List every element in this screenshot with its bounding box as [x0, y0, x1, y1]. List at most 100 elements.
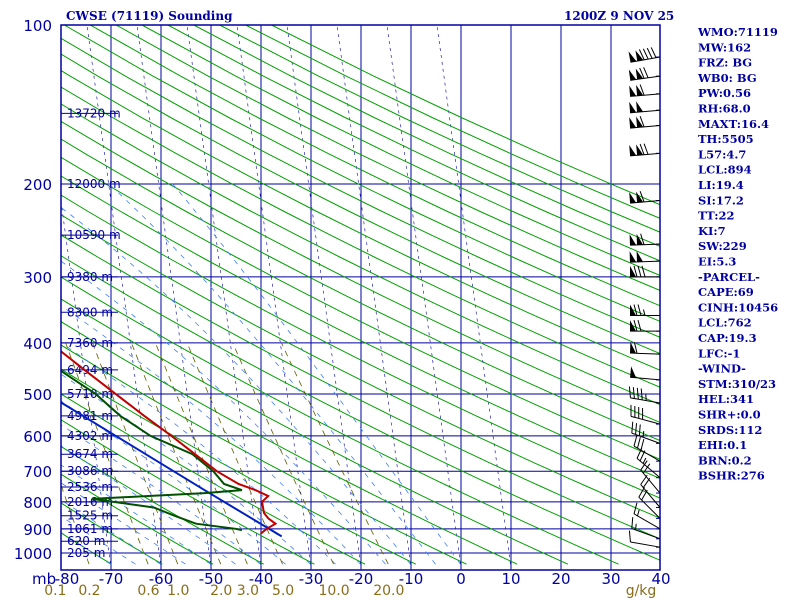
chart-title: CWSE (71119) Sounding [66, 9, 233, 23]
height-label: 5710 m [67, 387, 113, 401]
dry-adiabat-line [115, 25, 660, 292]
isotherm-line [386, 25, 461, 565]
wind-barb [629, 233, 661, 246]
temperature-tick-label: 40 [651, 570, 670, 588]
height-label: 1061 m [67, 522, 113, 536]
isotherm-line [61, 199, 111, 565]
index-line: LCL:894 [698, 163, 752, 177]
moist-adiabat-line [61, 445, 236, 565]
index-line: LCL:762 [698, 316, 752, 330]
dry-adiabat-line [61, 156, 660, 460]
wind-barb [629, 84, 661, 97]
index-line: -PARCEL- [698, 270, 760, 284]
index-line: STM:310/23 [698, 377, 776, 391]
height-label: 4302 m [67, 429, 113, 443]
index-line: KI:7 [698, 224, 726, 238]
wind-barb-column [628, 25, 661, 570]
wind-barb [630, 319, 660, 332]
pressure-label: 500 [23, 386, 52, 404]
index-line: EHI:0.1 [698, 438, 747, 452]
height-label: 10590 m [67, 228, 121, 242]
wind-barb [630, 342, 661, 355]
dry-adiabat-line [61, 214, 660, 519]
height-label: 1525 m [67, 509, 113, 523]
pressure-unit-label: mb [32, 570, 56, 588]
index-line: LFC:-1 [698, 346, 740, 360]
pressure-label: 700 [23, 463, 52, 481]
mixing-ratio-label: 10.0 [318, 583, 349, 599]
height-label: 205 m [67, 546, 105, 560]
mixing-ratio-label: 0.6 [137, 583, 159, 599]
wind-barb [629, 143, 661, 157]
wind-barb [629, 116, 661, 129]
wind-barb [640, 460, 661, 494]
temperature-tick-label: -60 [149, 570, 174, 588]
pressure-label: 800 [23, 494, 52, 512]
dry-adiabat-line [61, 69, 660, 371]
mixing-ratio-line [92, 342, 179, 565]
moist-adiabat-line [172, 183, 461, 565]
pressure-label: 600 [23, 428, 52, 446]
dry-adiabat-line [61, 393, 366, 565]
temperature-profile-line [61, 350, 278, 535]
dry-adiabat-line [64, 25, 660, 322]
moist-adiabat-line [61, 206, 411, 565]
index-line: MW:162 [698, 40, 751, 54]
mixing-ratio-label: 0.1 [44, 583, 66, 599]
wind-barb [628, 67, 661, 81]
wind-barb [629, 191, 661, 204]
dry-adiabat-line [61, 37, 660, 338]
temperature-tick-label: 10 [501, 570, 520, 588]
mixing-ratio-line [281, 342, 389, 565]
index-line: SHR+:0.0 [698, 408, 761, 422]
dry-adiabat-line [61, 502, 163, 565]
moist-adiabat-line [61, 373, 311, 565]
pressure-label: 900 [23, 521, 52, 539]
wind-barb [628, 47, 661, 63]
wind-barb [630, 366, 661, 381]
index-line: LI:19.4 [698, 178, 744, 192]
mixing-ratio-label: 0.2 [78, 583, 100, 599]
wind-barb [628, 386, 661, 404]
index-line: RH:68.0 [698, 102, 751, 116]
mixing-ratio-line [61, 483, 90, 565]
index-line: FRZ: BG [698, 56, 752, 70]
dry-adiabat-line [61, 86, 660, 388]
mixing-ratio-labels: 0.1 0.2 0.6 1.0 2.0 3.0 5.0 10.0 20.0 g/kg [44, 583, 656, 599]
temperature-tick-label: -50 [199, 570, 224, 588]
index-line: SW:229 [698, 239, 747, 253]
mixing-ratio-line [155, 342, 248, 565]
dry-adiabat-line [61, 53, 660, 355]
wind-barb [628, 530, 661, 548]
pressure-label: 300 [23, 269, 52, 287]
height-labels: 13720 m 12000 m 10590 m 9380 m 8300 m 7360 m 6… [61, 106, 121, 560]
isotherm-line [436, 25, 511, 565]
pressure-label: 400 [23, 335, 52, 353]
dry-adiabat-line [61, 138, 660, 442]
mixing-ratio-label: 1.0 [167, 583, 189, 599]
mixing-ratio-line [232, 342, 334, 565]
index-line: SRDS:112 [698, 423, 762, 437]
height-label: 620 m [67, 534, 105, 548]
sounding-profiles [61, 350, 283, 538]
pressure-label: 1000 [14, 545, 52, 563]
index-line: HEL:341 [698, 392, 754, 406]
index-line: TT:22 [698, 209, 735, 223]
index-line: CINH:10456 [698, 300, 778, 314]
isotherm-line [186, 25, 261, 565]
mixing-ratio-line [186, 342, 283, 565]
moist-adiabat-line [61, 464, 211, 565]
index-line: L57:4.7 [698, 147, 746, 161]
index-line: MAXT:16.4 [698, 117, 769, 131]
temperature-axis-labels: mb-80 -70 -60 -50 -40 -30 -20 -10 0 10 20 30 40 [32, 570, 671, 588]
index-line: TH:5505 [698, 132, 754, 146]
wind-barb [630, 304, 660, 317]
index-line: BSHR:276 [698, 469, 765, 483]
isotherm-line [236, 25, 311, 565]
moist-adiabat-line [61, 342, 336, 565]
temperature-tick-label: -10 [399, 570, 424, 588]
height-label: 9380 m [67, 270, 113, 284]
